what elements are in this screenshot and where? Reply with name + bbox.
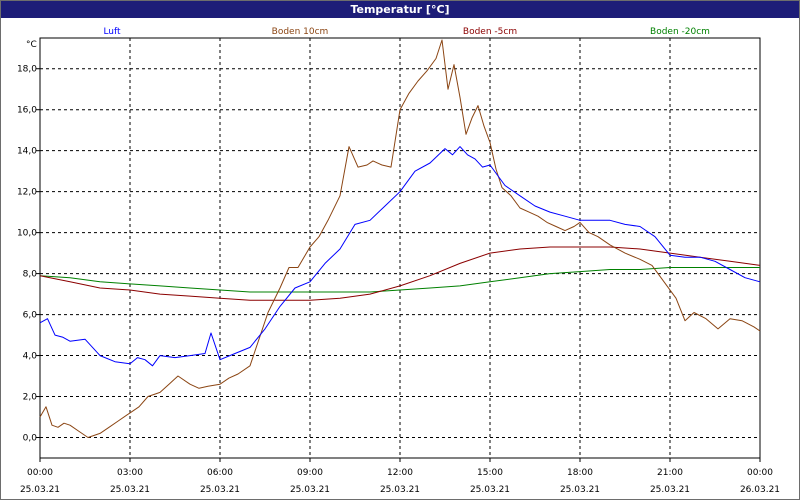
y-axis-ticks: 0,0 2,0 4,0 6,0 8,0 10,0 12,0 14,0 16,0 18,0: [17, 65, 40, 444]
x-tick-time: 09:00: [297, 468, 323, 478]
y-tick-label: 10,0: [17, 229, 37, 239]
series-lines: [39, 39, 761, 438]
legend-item: Boden 10cm: [272, 27, 329, 37]
y-tick-label: 18,0: [17, 65, 37, 75]
series-line-luft: [39, 146, 761, 367]
series-line-boden-20cm: [39, 267, 760, 293]
y-tick-label: 4,0: [23, 352, 38, 362]
y-tick-label: 12,0: [17, 188, 37, 198]
legend-item: Luft: [103, 27, 121, 37]
legend-item: Boden -5cm: [463, 27, 517, 37]
x-tick-date: 25.03.21: [200, 485, 240, 495]
x-tick-date: 25.03.21: [560, 485, 600, 495]
x-tick-date: 25.03.21: [20, 485, 60, 495]
y-tick-label: 2,0: [23, 393, 38, 403]
x-tick-date: 25.03.21: [650, 485, 690, 495]
x-axis-ticks: 00:00 25.03.21 03:00 25.03.21 06:00 25.03.21 0…: [20, 458, 780, 495]
x-tick-date: 25.03.21: [110, 485, 150, 495]
x-tick-time: 15:00: [477, 468, 503, 478]
x-tick-time: 21:00: [657, 468, 683, 478]
series-line-boden-10cm: [39, 39, 761, 438]
y-unit-label: °C: [26, 40, 37, 50]
y-tick-label: 14,0: [17, 147, 37, 157]
series-line-boden-5cm: [39, 246, 761, 301]
x-tick-date: 25.03.21: [290, 485, 330, 495]
grid: [40, 38, 760, 458]
x-tick-time: 12:00: [387, 468, 413, 478]
x-tick-date: 25.03.21: [380, 485, 420, 495]
x-tick-time: 00:00: [747, 468, 773, 478]
x-tick-time: 18:00: [567, 468, 593, 478]
y-tick-label: 6,0: [23, 311, 38, 321]
x-tick-date: 25.03.21: [470, 485, 510, 495]
chart-title: Temperatur [°C]: [1, 1, 799, 18]
y-tick-label: 16,0: [17, 106, 37, 116]
x-tick-time: 00:00: [27, 468, 53, 478]
x-tick-time: 06:00: [207, 468, 233, 478]
legend: Luft Boden 10cm Boden -5cm Boden -20cm: [103, 27, 710, 37]
legend-item: Boden -20cm: [650, 27, 710, 37]
y-tick-label: 8,0: [23, 270, 38, 280]
y-tick-label: 0,0: [23, 434, 38, 444]
x-tick-date: 26.03.21: [740, 485, 780, 495]
x-tick-time: 03:00: [117, 468, 143, 478]
